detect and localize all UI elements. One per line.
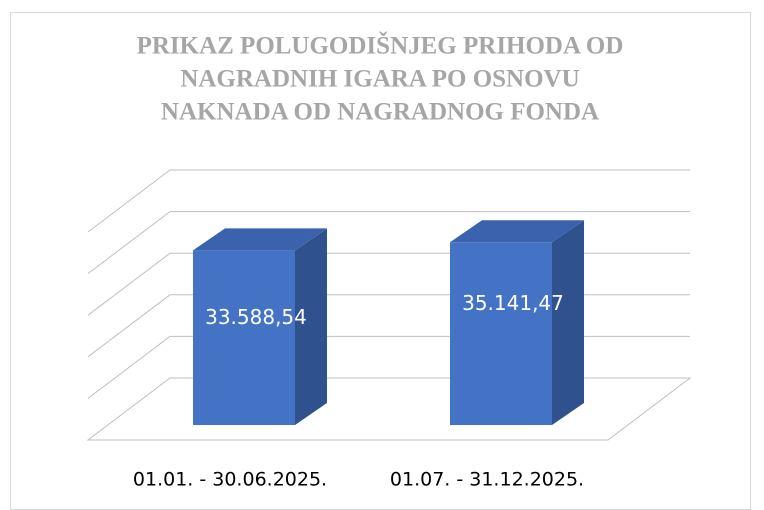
grid-line xyxy=(87,211,690,274)
data-label: 33.588,54 xyxy=(205,305,307,329)
chart-title: PRIKAZ POLUGODIŠNJEG PRIHODA OD xyxy=(137,32,624,60)
bar-side xyxy=(295,228,327,425)
grid-line xyxy=(86,377,692,441)
chart-title: NAKNADA OD NAGRADNOG FONDA xyxy=(161,99,599,126)
bar-front xyxy=(193,250,295,425)
x-tick-label: 01.07. - 31.12.2025. xyxy=(390,469,584,491)
bar-top xyxy=(450,220,584,243)
bar-top xyxy=(193,228,327,251)
bar xyxy=(450,220,584,425)
chart-frame xyxy=(10,12,751,510)
bar-side xyxy=(552,220,584,425)
data-label: 35.141,47 xyxy=(462,291,564,315)
bar-front xyxy=(450,242,552,425)
chart-title: NAGRADNIH IGARA PO OSNOVU xyxy=(180,66,579,93)
grid-line xyxy=(87,169,690,233)
bar xyxy=(193,228,327,425)
x-tick-label: 01.01. - 30.06.2025. xyxy=(133,469,327,491)
